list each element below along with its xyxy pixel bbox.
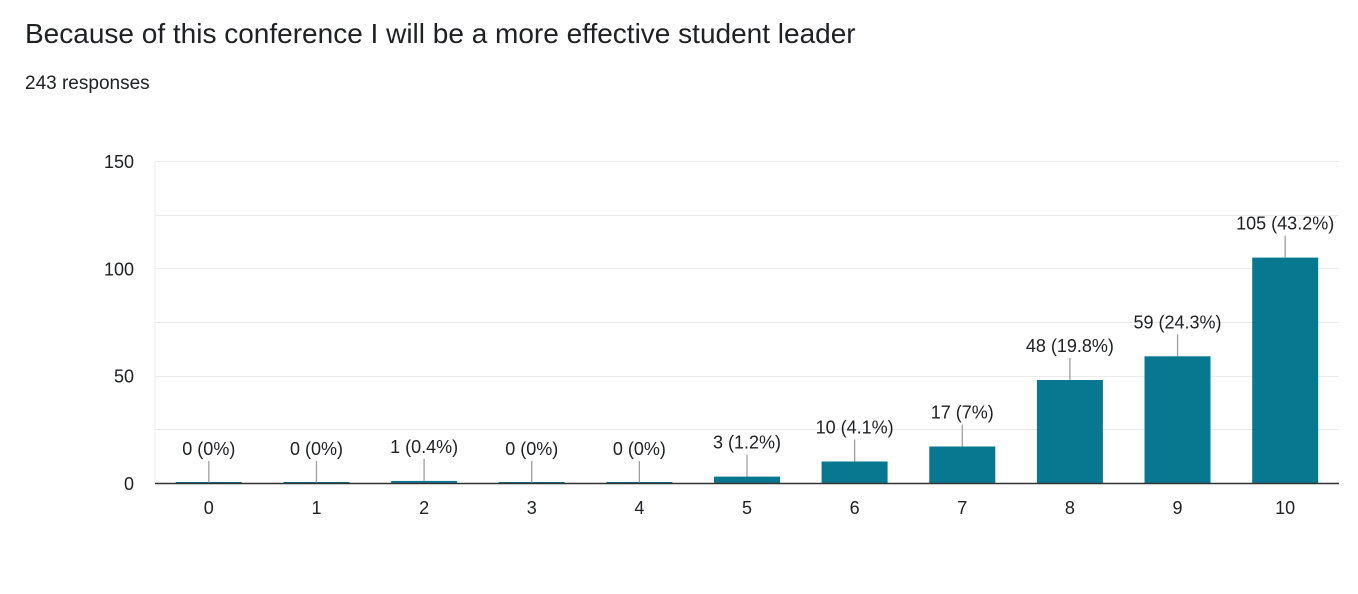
x-tick-label: 0 xyxy=(204,498,214,518)
data-label-2: 1 (0.4%) xyxy=(390,437,458,457)
gridlines xyxy=(154,161,1339,483)
bar-10 xyxy=(1252,257,1319,483)
x-axis-ticks: 0 1 2 3 4 5 6 7 8 9 10 xyxy=(204,498,1295,518)
chart-title: Because of this conference I will be a m… xyxy=(25,18,856,49)
x-tick-label: 9 xyxy=(1173,498,1183,518)
bars xyxy=(175,257,1319,483)
data-label-1: 0 (0%) xyxy=(290,439,343,459)
y-tick-label: 150 xyxy=(104,152,134,172)
label-leader-lines xyxy=(208,235,1286,483)
y-axis-ticks: 0 50 100 150 xyxy=(104,152,134,494)
response-count: 243 responses xyxy=(25,73,150,94)
data-label-0: 0 (0%) xyxy=(182,439,235,459)
data-label-5: 3 (1.2%) xyxy=(713,433,781,453)
data-label-7: 17 (7%) xyxy=(931,403,994,423)
data-labels: 0 (0%) 0 (0%) 1 (0.4%) 0 (0%) 0 (0%) 3 (1.2%)… xyxy=(182,214,1334,459)
bar-9 xyxy=(1144,356,1211,483)
x-tick-label: 2 xyxy=(419,498,429,518)
data-label-10: 105 (43.2%) xyxy=(1236,214,1334,234)
data-label-3: 0 (0%) xyxy=(505,439,558,459)
x-tick-label: 6 xyxy=(850,498,860,518)
y-tick-label: 50 xyxy=(114,367,134,387)
x-tick-label: 7 xyxy=(957,498,967,518)
data-label-9: 59 (24.3%) xyxy=(1134,312,1222,332)
data-label-8: 48 (19.8%) xyxy=(1026,336,1114,356)
x-tick-label: 5 xyxy=(742,498,752,518)
y-tick-label: 0 xyxy=(124,474,134,494)
bar-6 xyxy=(821,461,888,483)
x-tick-label: 10 xyxy=(1275,498,1295,518)
bar-2 xyxy=(391,480,458,483)
bar-8 xyxy=(1036,380,1103,483)
bar-7 xyxy=(929,446,996,483)
y-tick-label: 100 xyxy=(104,259,134,279)
x-tick-label: 3 xyxy=(527,498,537,518)
x-tick-label: 4 xyxy=(634,498,644,518)
bar-5 xyxy=(714,476,780,483)
x-tick-label: 8 xyxy=(1065,498,1075,518)
data-label-4: 0 (0%) xyxy=(613,439,666,459)
data-label-6: 10 (4.1%) xyxy=(816,418,894,438)
x-tick-label: 1 xyxy=(311,498,321,518)
